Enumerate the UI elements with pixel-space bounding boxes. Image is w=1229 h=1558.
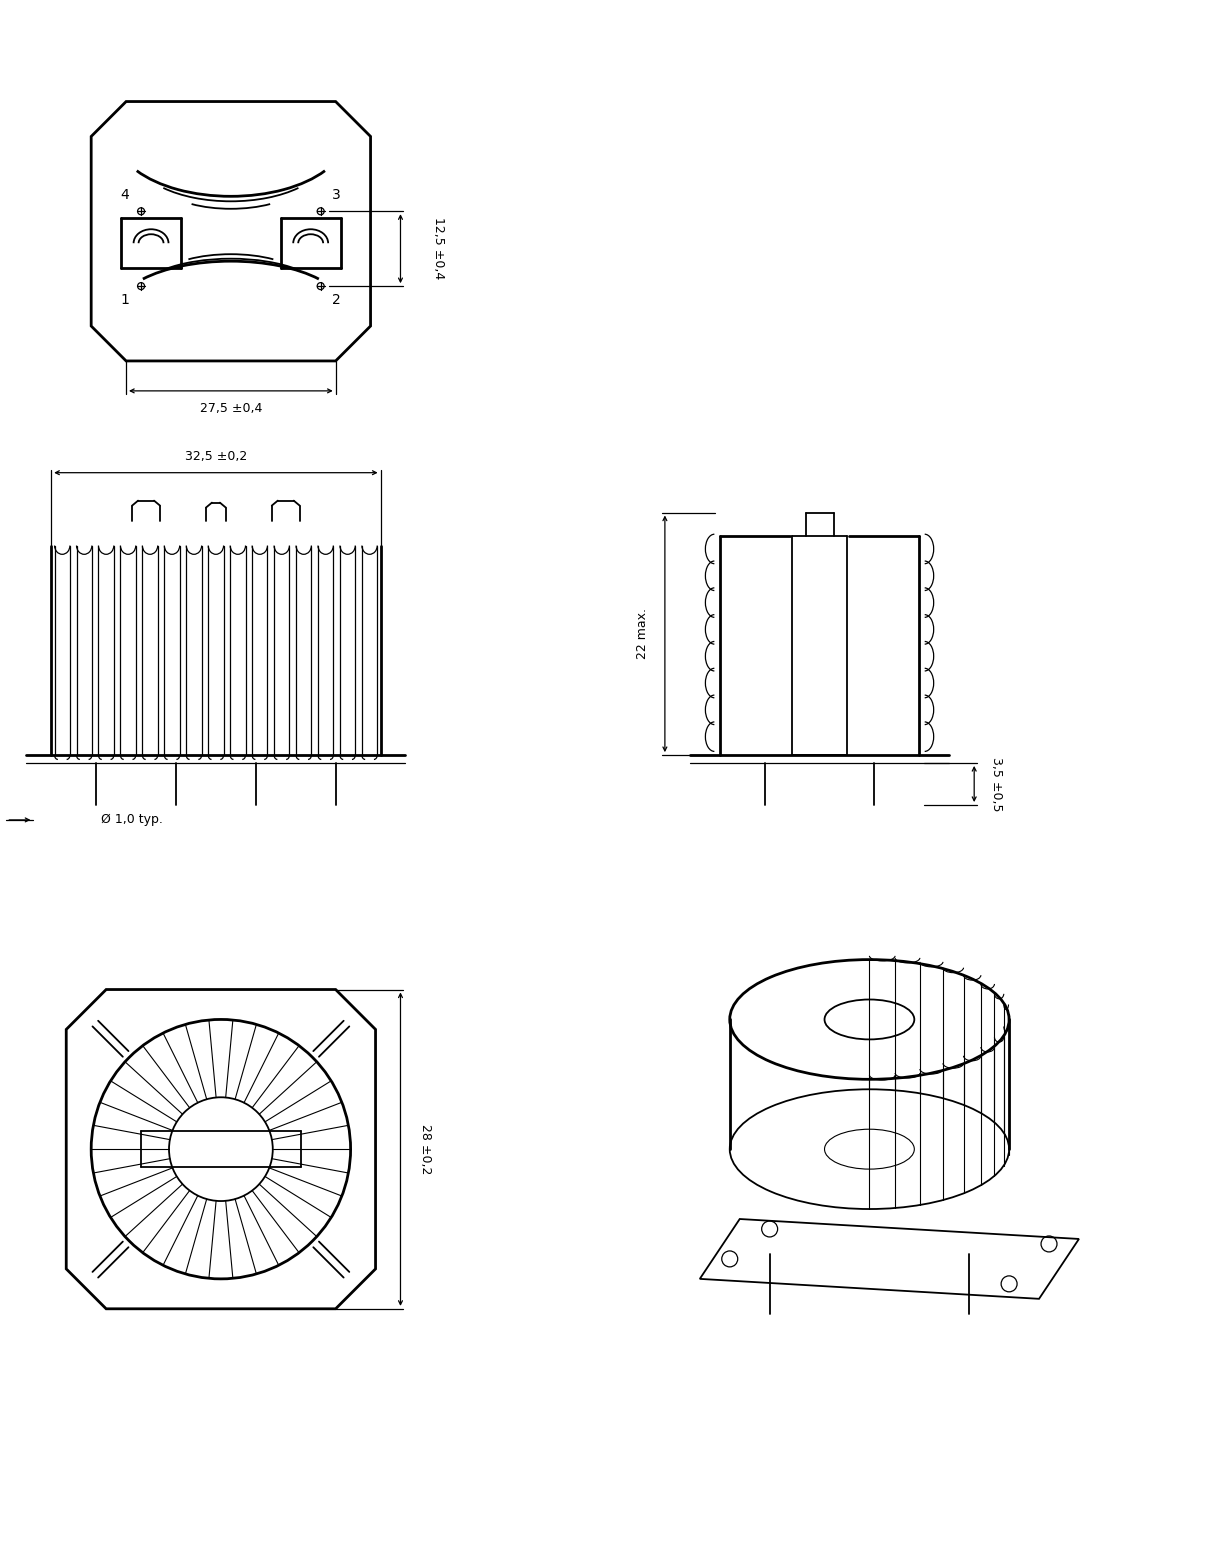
Text: 2: 2	[332, 293, 340, 307]
Text: Ø 1,0 typ.: Ø 1,0 typ.	[101, 813, 163, 826]
Text: 28 ±0,2: 28 ±0,2	[419, 1123, 431, 1175]
Text: 22 max.: 22 max.	[637, 608, 649, 659]
Text: 32,5 ±0,2: 32,5 ±0,2	[184, 450, 247, 463]
Text: 3: 3	[332, 189, 340, 203]
Text: 4: 4	[120, 189, 129, 203]
Text: 27,5 ±0,4: 27,5 ±0,4	[199, 402, 262, 416]
Text: 1: 1	[120, 293, 129, 307]
Text: 12,5 ±0,4: 12,5 ±0,4	[431, 217, 445, 279]
Text: 3,5 ±0,5: 3,5 ±0,5	[989, 757, 1003, 812]
